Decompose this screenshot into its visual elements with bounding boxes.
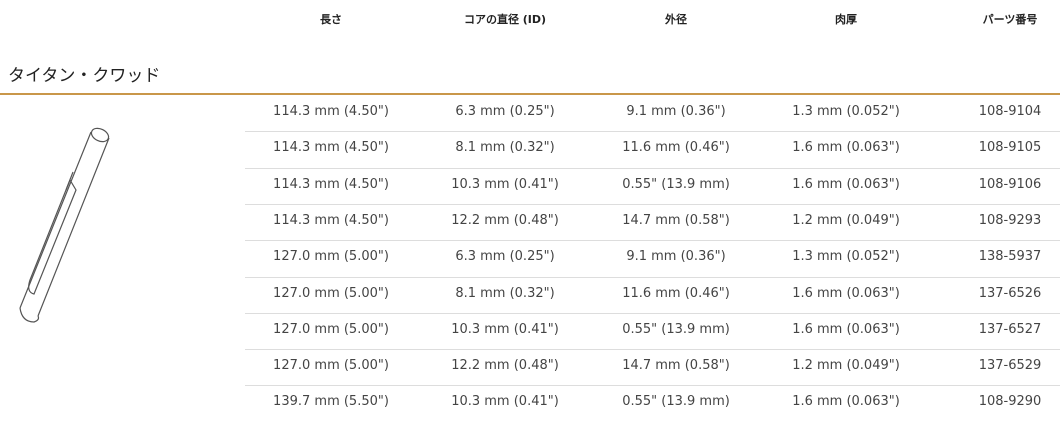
table-cell: 138-5937 xyxy=(978,249,1042,265)
table-cell: 12.2 mm (0.48") xyxy=(451,212,559,228)
table-cell: 127.0 mm (5.00") xyxy=(273,321,389,337)
table-cell: 1.6 mm (0.063") xyxy=(792,285,900,301)
table-cell: 127.0 mm (5.00") xyxy=(273,249,389,265)
row-separator xyxy=(245,385,1060,387)
table-cell: 137-6526 xyxy=(978,285,1042,301)
table-cell: 108-9105 xyxy=(978,140,1042,156)
table-cell: 1.2 mm (0.049") xyxy=(792,358,900,374)
table-cell: 108-9293 xyxy=(978,212,1042,228)
table-cell: 1.2 mm (0.049") xyxy=(792,212,900,228)
row-separator xyxy=(245,131,1060,133)
table-cell: 6.3 mm (0.25") xyxy=(455,104,555,119)
table-cell: 114.3 mm (4.50") xyxy=(273,212,389,228)
table-cell: 1.3 mm (0.052") xyxy=(792,249,900,265)
table-cell: 10.3 mm (0.41") xyxy=(451,321,559,337)
section-title: タイタン・クワッド xyxy=(8,66,161,86)
product-image xyxy=(19,127,110,323)
table-cell: 108-9104 xyxy=(978,104,1042,119)
table-cell: 127.0 mm (5.00") xyxy=(273,358,389,374)
column-header: 長さ xyxy=(320,13,342,26)
table-cell: 1.3 mm (0.052") xyxy=(792,104,900,119)
table-cell: 0.55" (13.9 mm) xyxy=(622,176,730,192)
section-rule xyxy=(0,93,1060,95)
column-header: パーツ番号 xyxy=(982,13,1038,26)
row-separator xyxy=(245,312,1060,314)
table-cell: 9.1 mm (0.36") xyxy=(626,104,726,119)
table-cell: 1.6 mm (0.063") xyxy=(792,321,900,337)
table-cell: 9.1 mm (0.36") xyxy=(626,249,726,265)
table-cell: 127.0 mm (5.00") xyxy=(273,285,389,301)
table-cell: 1.6 mm (0.063") xyxy=(792,394,900,410)
table-cell: 1.6 mm (0.063") xyxy=(792,176,900,192)
table-cell: 114.3 mm (4.50") xyxy=(273,176,389,192)
table-cell: 11.6 mm (0.46") xyxy=(622,285,730,301)
table-cell: 8.1 mm (0.32") xyxy=(455,140,555,156)
row-separator xyxy=(245,349,1060,351)
column-header: コアの直径 (ID) xyxy=(463,13,547,26)
row-separator xyxy=(245,240,1060,242)
table-cell: 0.55" (13.9 mm) xyxy=(622,321,730,337)
table-cell: 108-9106 xyxy=(978,176,1042,192)
row-separator xyxy=(245,167,1060,169)
table-cell: 137-6527 xyxy=(978,321,1042,337)
column-header: 肉厚 xyxy=(835,13,857,26)
table-cell: 0.55" (13.9 mm) xyxy=(622,394,730,410)
table-cell: 10.3 mm (0.41") xyxy=(451,394,559,410)
table-cell: 14.7 mm (0.58") xyxy=(622,358,730,374)
table-cell: 8.1 mm (0.32") xyxy=(455,285,555,301)
row-separator xyxy=(245,276,1060,278)
table-cell: 137-6529 xyxy=(978,358,1042,374)
column-header: 外径 xyxy=(665,13,687,26)
table-cell: 114.3 mm (4.50") xyxy=(273,104,389,119)
row-separator xyxy=(245,203,1060,205)
table-cell: 1.6 mm (0.063") xyxy=(792,140,900,156)
table-cell: 10.3 mm (0.41") xyxy=(451,176,559,192)
table-cell: 139.7 mm (5.50") xyxy=(273,394,389,410)
table-cell: 14.7 mm (0.58") xyxy=(622,212,730,228)
table-cell: 12.2 mm (0.48") xyxy=(451,358,559,374)
table-cell: 114.3 mm (4.50") xyxy=(273,140,389,156)
table-cell: 108-9290 xyxy=(978,394,1042,410)
table-cell: 11.6 mm (0.46") xyxy=(622,140,730,156)
table-cell: 6.3 mm (0.25") xyxy=(455,249,555,265)
